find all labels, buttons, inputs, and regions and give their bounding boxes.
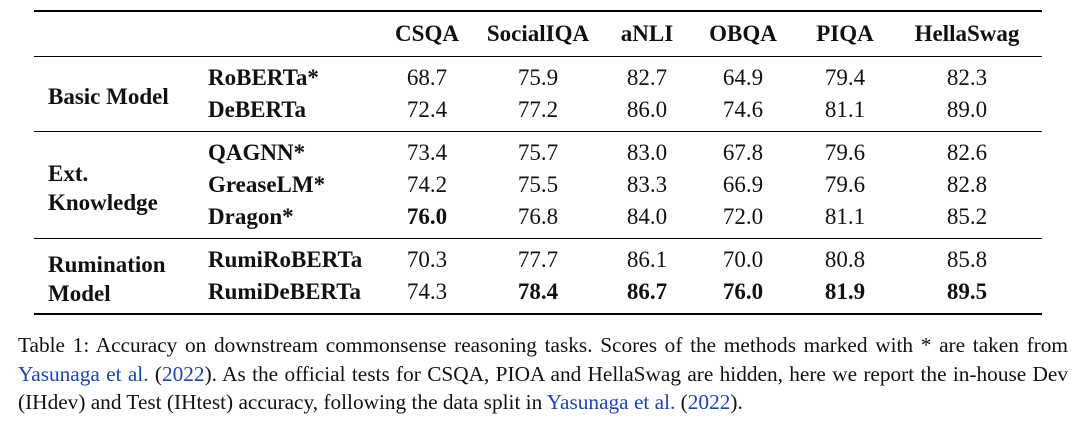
score-cell: 74.6	[722, 97, 764, 122]
group-label: Basic Model	[34, 57, 196, 132]
table-row: Basic Model RoBERTa* 68.7 75.9 82.7 64.9 79.4 8…	[34, 57, 1042, 109]
score-cell: 64.9	[722, 65, 764, 90]
group-label-line: Knowledge	[48, 189, 158, 215]
group-label-line: Basic Model	[48, 84, 169, 109]
model-name: RumiRoBERTa	[208, 247, 363, 272]
score-cell: 66.9	[722, 172, 764, 197]
score-cell: 75.5	[517, 172, 559, 197]
table-row: GreaseLM* 74.2 75.5 83.3 66.9 79.6 82.8	[34, 169, 1042, 201]
header-blank	[34, 12, 196, 57]
score-cell: 77.2	[517, 97, 559, 122]
score-cell: 74.3	[406, 279, 448, 304]
score-cell: 86.7	[626, 279, 668, 304]
header-row: CSQA SocialIQA aNLI OBQA PIQA HellaSwag	[34, 12, 1042, 57]
score-cell: 89.0	[946, 97, 988, 122]
score-cell: 79.6	[824, 172, 866, 197]
results-table: CSQA SocialIQA aNLI OBQA PIQA HellaSwag …	[34, 10, 1042, 316]
header-blank	[196, 12, 384, 57]
score-cell: 78.4	[517, 279, 559, 304]
score-cell: 79.6	[824, 140, 866, 165]
score-cell: 79.4	[824, 65, 866, 90]
citation-link-year[interactable]: 2022	[687, 390, 731, 414]
score-cell: 86.1	[626, 247, 668, 272]
score-cell: 83.0	[626, 140, 668, 165]
score-cell: 70.0	[722, 247, 764, 272]
score-cell: 75.9	[517, 65, 559, 90]
header-rule	[34, 56, 1042, 57]
score-cell: 82.3	[946, 65, 988, 90]
table-row: Ext. Knowledge QAGNN* 73.4 75.7 83.0 67.8 79.6 8…	[34, 132, 1042, 215]
score-cell: 89.5	[946, 279, 988, 304]
group-rule	[34, 131, 1042, 132]
score-cell: 81.9	[824, 279, 866, 304]
caption-paren: (	[675, 390, 688, 414]
citation-link-author[interactable]: Yasunaga et al.	[18, 361, 149, 386]
score-cell: 80.8	[824, 247, 866, 272]
score-cell: 85.8	[946, 247, 988, 272]
score-cell: 86.0	[626, 97, 668, 122]
table-row: Rumination Model RumiRoBERTa 70.3 77.7 86.1 70…	[34, 239, 1042, 306]
score-cell: 73.4	[406, 140, 448, 165]
caption-from: from	[1026, 333, 1068, 357]
model-name: RumiDeBERTa	[208, 279, 361, 304]
score-cell: 75.7	[517, 140, 559, 165]
group-label-line: Ext.	[48, 160, 89, 186]
group-label-line: Rumination	[48, 251, 166, 277]
caption-line-2: As the official tests for CSQA, PIOA and…	[216, 361, 947, 386]
score-cell: 67.8	[722, 140, 764, 165]
score-cell: 72.0	[722, 204, 764, 229]
table-row: DeBERTa 72.4 77.2 86.0 74.6 81.1 89.0	[34, 94, 1042, 132]
column-header: CSQA	[395, 21, 459, 46]
score-cell: 82.8	[946, 172, 988, 197]
model-name: QAGNN*	[208, 140, 306, 165]
results-table-container: CSQA SocialIQA aNLI OBQA PIQA HellaSwag …	[34, 10, 1042, 316]
score-cell: 81.1	[824, 97, 866, 122]
column-header: aNLI	[620, 21, 674, 46]
score-cell: 81.1	[824, 204, 866, 229]
group-label: Rumination Model	[34, 239, 196, 314]
model-name: Dragon*	[208, 204, 294, 229]
score-cell: 84.0	[626, 204, 668, 229]
score-cell: 77.7	[517, 247, 559, 272]
table-row: Dragon* 76.0 76.8 84.0 72.0 81.1 85.2	[34, 201, 1042, 239]
caption-line-1: Table 1: Accuracy on downstream commonse…	[18, 333, 1019, 357]
group-rule	[34, 238, 1042, 239]
score-cell: 82.6	[946, 140, 988, 165]
score-cell: 83.3	[626, 172, 668, 197]
bottom-rule	[34, 313, 1042, 316]
model-name: RoBERTa*	[208, 65, 319, 90]
model-name: GreaseLM*	[208, 172, 326, 197]
column-header: SocialIQA	[486, 21, 590, 46]
score-cell: 70.3	[406, 247, 448, 272]
citation-link-author[interactable]: Yasunaga et al.	[546, 390, 676, 414]
caption-paren: ).	[204, 361, 217, 386]
table-row: RumiDeBERTa 74.3 78.4 86.7 76.0 81.9 89.5	[34, 276, 1042, 314]
citation-link-year[interactable]: 2022	[161, 361, 205, 386]
group-label-line: Model	[48, 280, 111, 306]
score-cell: 76.8	[517, 204, 559, 229]
caption-paren: ).	[730, 390, 743, 414]
score-cell: 85.2	[946, 204, 988, 229]
model-name: DeBERTa	[208, 97, 307, 122]
score-cell: 74.2	[406, 172, 448, 197]
caption-paren: (	[148, 361, 162, 386]
score-cell: 76.0	[722, 279, 764, 304]
score-cell: 72.4	[406, 97, 448, 122]
caption-line-3: in-house Dev (IHdev) and Test (IHtest) a…	[18, 361, 1069, 415]
column-header: PIQA	[816, 21, 874, 46]
table-caption: Table 1: Accuracy on downstream commonse…	[18, 331, 1068, 417]
group-label: Ext. Knowledge	[34, 132, 196, 239]
score-cell: 76.0	[406, 204, 448, 229]
column-header: OBQA	[709, 21, 777, 46]
score-cell: 82.7	[626, 65, 668, 90]
score-cell: 68.7	[406, 65, 448, 90]
column-header: HellaSwag	[914, 21, 1020, 46]
